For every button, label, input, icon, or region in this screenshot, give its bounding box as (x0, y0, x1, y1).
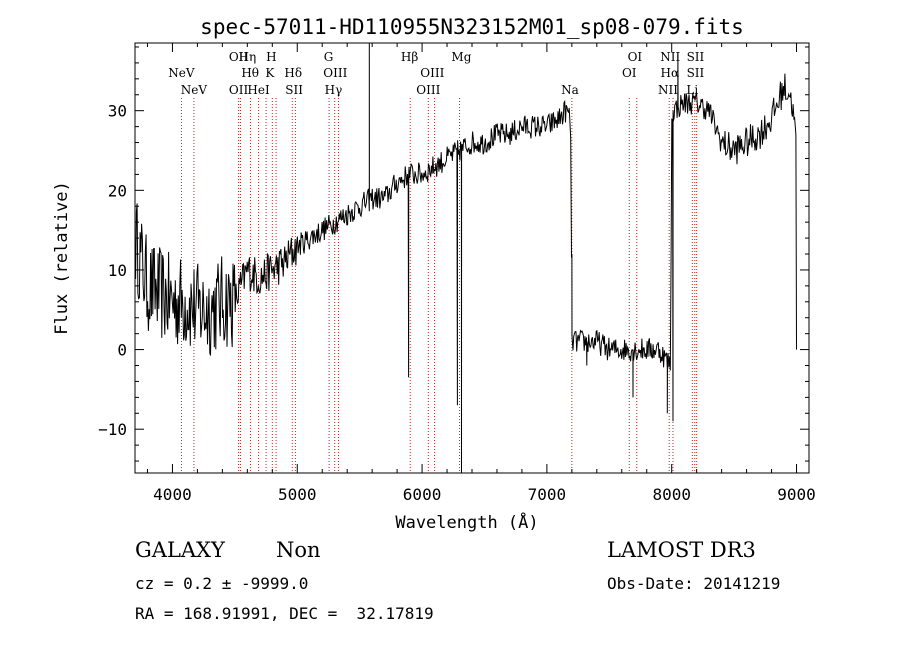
line-label: Mg (451, 50, 471, 64)
x-tick-label: 8000 (652, 485, 691, 504)
line-label: Hη (239, 50, 257, 64)
y-tick-label: −10 (98, 420, 127, 439)
line-label: G (324, 50, 334, 64)
line-label: Hα (661, 66, 680, 80)
y-axis-label: Flux (relative) (52, 181, 72, 335)
redshift-line: cz = 0.2 ± -9999.0 (135, 574, 309, 593)
line-label: OI (622, 66, 637, 80)
line-label: NII (660, 50, 680, 64)
y-tick-label: 0 (117, 341, 127, 360)
line-label: OIII (323, 66, 347, 80)
x-tick-label: 7000 (528, 485, 567, 504)
line-label: OII (229, 83, 249, 97)
object-subclass: Non (276, 538, 321, 562)
line-label: Na (561, 83, 579, 97)
line-label: OII (229, 50, 249, 64)
line-label: OI (628, 50, 643, 64)
line-label: NII (658, 83, 678, 97)
line-label: H (266, 50, 276, 64)
line-label: OIII (420, 66, 444, 80)
line-label: Hγ (325, 83, 343, 97)
spectrum-line (135, 42, 797, 474)
y-tick-label: 20 (108, 181, 127, 200)
coords-line: RA = 168.91991, DEC = 32.17819 (135, 604, 434, 623)
line-label: SII (687, 50, 705, 64)
object-class: GALAXY (135, 538, 225, 562)
x-tick-label: 6000 (403, 485, 442, 504)
line-label: Hβ (401, 50, 418, 64)
chart-title: spec-57011-HD110955N323152M01_sp08-079.f… (200, 15, 744, 39)
line-label: Li (686, 83, 698, 97)
line-label: HeI (247, 83, 270, 97)
x-tick-label: 5000 (278, 485, 317, 504)
line-label: SII (687, 66, 705, 80)
y-tick-label: 10 (108, 261, 127, 280)
x-axis-label: Wavelength (Å) (395, 511, 538, 533)
survey-name: LAMOST DR3 (607, 538, 756, 562)
axis-ticks: 4000 5000 6000 7000 8000 9000 −10 0 10 20 30 (98, 43, 816, 504)
line-label: SII (285, 83, 303, 97)
obs-date-line: Obs-Date: 20141219 (607, 574, 781, 593)
line-label: NeV (168, 66, 195, 80)
line-label: Hθ (241, 66, 259, 80)
x-tick-label: 9000 (777, 485, 816, 504)
line-label: NeV (181, 83, 208, 97)
line-label: K (265, 66, 275, 80)
line-label: OIII (416, 83, 440, 97)
y-tick-label: 30 (108, 102, 127, 121)
x-tick-label: 4000 (153, 485, 192, 504)
line-label: Hδ (284, 66, 302, 80)
